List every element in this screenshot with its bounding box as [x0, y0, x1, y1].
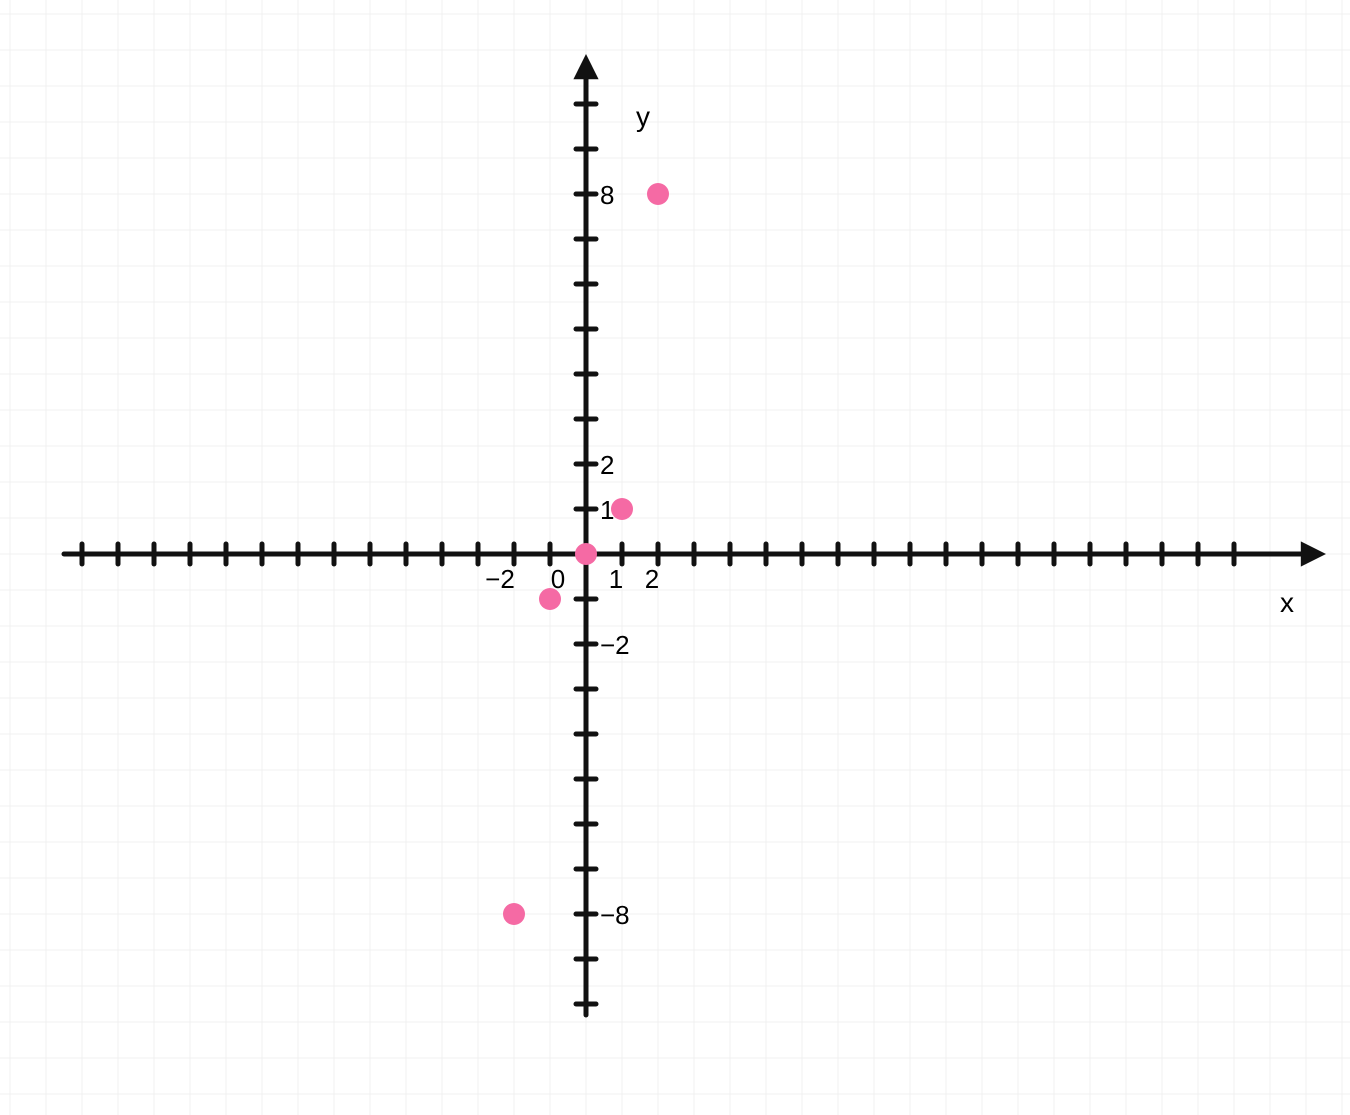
scatter-chart: −2012821−2−8xy [0, 0, 1350, 1115]
y-tick-label: −2 [600, 630, 630, 660]
y-axis-label: y [636, 101, 650, 132]
data-point [575, 543, 597, 565]
x-tick-label: 0 [551, 564, 565, 594]
y-tick-label: −8 [600, 900, 630, 930]
y-tick-label: 8 [600, 180, 614, 210]
x-tick-label: 2 [645, 564, 659, 594]
data-point [647, 183, 669, 205]
y-tick-label: 2 [600, 450, 614, 480]
x-axis-label: x [1280, 587, 1294, 618]
y-tick-label: 1 [600, 495, 614, 525]
x-tick-label: −2 [485, 564, 515, 594]
x-tick-label: 1 [609, 564, 623, 594]
data-point [503, 903, 525, 925]
